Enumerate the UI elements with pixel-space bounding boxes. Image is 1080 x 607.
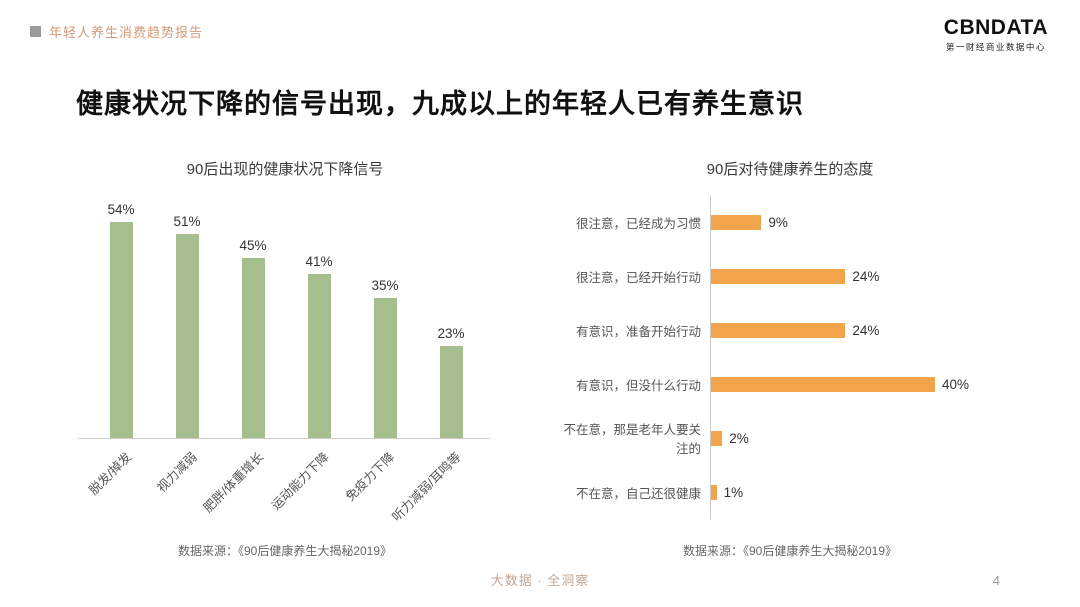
bar-value-label: 40%	[942, 376, 970, 392]
bar-value-label: 23%	[437, 326, 465, 341]
category-label: 很注意，已经成为习惯	[575, 216, 701, 231]
bar	[175, 234, 199, 438]
bar	[711, 484, 717, 500]
bar	[109, 222, 133, 438]
chart-row: 很注意，已经开始行动 24%	[560, 249, 1020, 303]
bar	[373, 298, 397, 438]
signals-chart-source: 数据来源：《90后健康养生大揭秘2019》	[177, 544, 393, 558]
category-label: 有意识，但没什么行动	[575, 378, 701, 393]
brand-logo-text: CBNDATA	[943, 16, 1048, 39]
bar-cell: 9%	[710, 195, 1020, 249]
bar-column: 45% 肥胖/体重增长	[200, 193, 286, 515]
signals-chart-plot: 54% 脱发/掉发 51% 视力减弱 45% 肥胖/体重增长 41% 运动能力下降 35% 免疫力…	[78, 193, 490, 524]
category-label: 有意识，准备开始行动	[575, 324, 701, 339]
header: 年轻人养生消费趋势报告	[30, 22, 203, 41]
bar-column: 41% 运动能力下降	[269, 193, 352, 513]
brand-logo-subtitle: 第一财经商业数据中心	[945, 42, 1046, 53]
bar-column: 23% 听力减弱/耳鸣等	[389, 193, 484, 524]
chart-row: 很注意，已经成为习惯 9%	[560, 195, 1020, 249]
category-label: 不在意，自己还很健康	[575, 486, 701, 501]
category-label: 很注意，已经开始行动	[575, 270, 701, 285]
page-number: 4	[992, 573, 1000, 588]
x-tick-label: 脱发/掉发	[86, 449, 134, 498]
category-label: 不在意，那是老年人要关注的	[563, 423, 701, 456]
bar	[711, 430, 723, 446]
bar-value-label: 45%	[239, 238, 267, 253]
bar-value-label: 35%	[371, 278, 399, 293]
attitude-chart-source: 数据来源：《90后健康养生大揭秘2019》	[682, 544, 898, 558]
attitude-chart-plot: 很注意，已经成为习惯 9% 很注意，已经开始行动 24% 有意识，准备开始行动 24% 有意…	[560, 195, 1020, 519]
attitude-chart: 90后对待健康养生的态度 很注意，已经成为习惯 9% 很注意，已经开始行动 24% 有意…	[560, 158, 1020, 558]
bar-value-label: 51%	[173, 214, 201, 229]
x-tick-label: 听力减弱/耳鸣等	[389, 449, 464, 525]
page-title: 健康状况下降的信号出现，九成以上的年轻人已有养生意识	[76, 89, 804, 119]
chart-row: 不在意，自己还很健康 1%	[560, 465, 1020, 519]
bar-cell: 1%	[710, 465, 1020, 519]
bar-value-label: 9%	[768, 214, 788, 230]
attitude-chart-title: 90后对待健康养生的态度	[706, 161, 874, 178]
bar-column: 54% 脱发/掉发	[86, 193, 154, 498]
x-tick-label: 视力减弱	[154, 449, 200, 496]
bar-cell: 24%	[710, 249, 1020, 303]
footer-tagline: 大数据 · 全洞察	[490, 573, 590, 588]
signals-chart-title: 90后出现的健康状况下降信号	[186, 161, 384, 178]
bar	[711, 214, 762, 230]
bar	[711, 268, 846, 284]
report-title: 年轻人养生消费趋势报告	[49, 25, 204, 40]
bar	[241, 258, 265, 438]
bar-value-label: 24%	[852, 268, 880, 284]
x-tick-label: 免疫力下降	[343, 449, 398, 504]
bar	[439, 346, 463, 438]
chart-row: 不在意，那是老年人要关注的 2%	[560, 411, 1020, 465]
bar-cell: 24%	[710, 303, 1020, 357]
chart-row: 有意识，但没什么行动 40%	[560, 357, 1020, 411]
bullet-square-icon	[30, 26, 41, 37]
signals-chart: 90后出现的健康状况下降信号 54% 脱发/掉发 51% 视力减弱 45% 肥胖/体重增长…	[70, 158, 500, 558]
brand-logo: CBNDATA 第一财经商业数据中心	[944, 16, 1048, 53]
x-tick-label: 运动能力下降	[268, 449, 332, 513]
bar	[711, 376, 935, 392]
bar-column: 35% 免疫力下降	[344, 193, 418, 504]
bar-value-label: 24%	[852, 322, 880, 338]
bar-value-label: 1%	[723, 484, 744, 500]
bar	[307, 274, 331, 438]
bar-cell: 40%	[710, 357, 1020, 411]
bar-value-label: 2%	[729, 430, 749, 446]
bar	[711, 322, 846, 338]
bar-cell: 2%	[710, 411, 1020, 465]
chart-row: 有意识，准备开始行动 24%	[560, 303, 1020, 357]
bar-value-label: 54%	[107, 202, 135, 217]
x-tick-label: 肥胖/体重增长	[200, 449, 266, 516]
bar-column: 51% 视力减弱	[154, 193, 220, 495]
bar-value-label: 41%	[305, 254, 333, 269]
